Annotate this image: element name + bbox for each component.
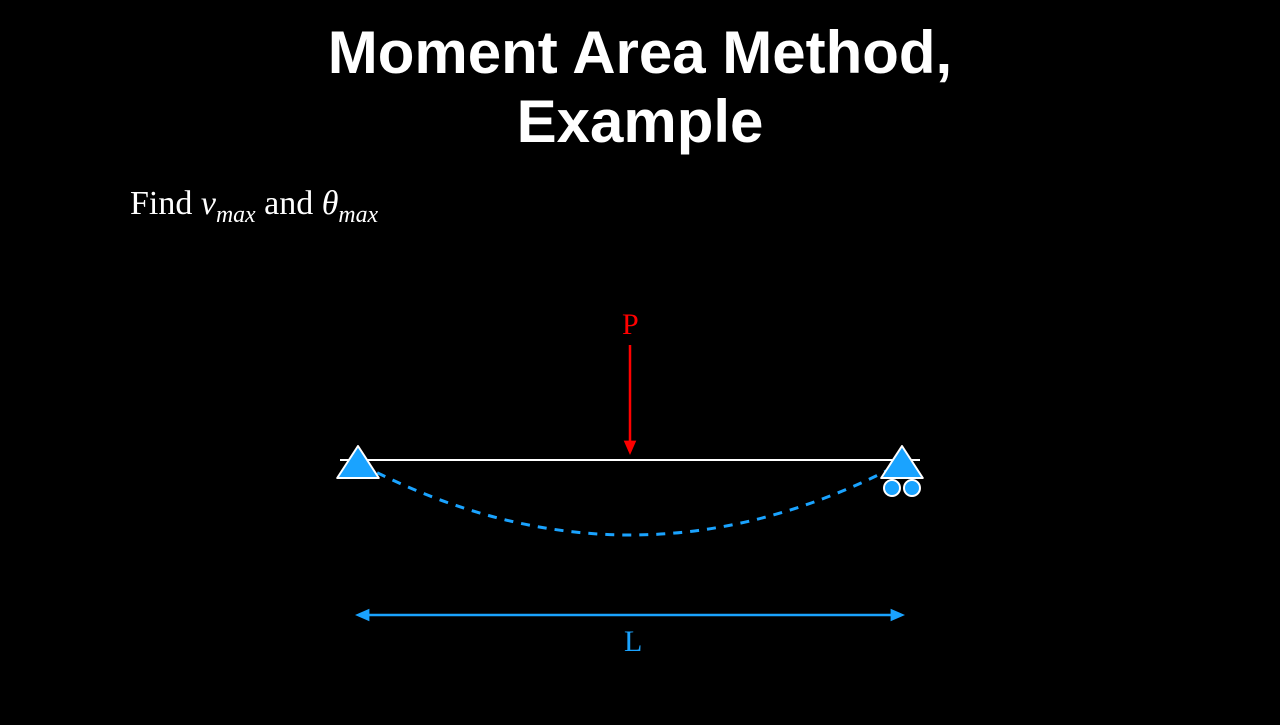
load-label-P: P [622,308,639,342]
span-label-L: L [624,625,642,659]
diagram-svg [0,0,1280,720]
beam-diagram: P L [0,0,1280,720]
